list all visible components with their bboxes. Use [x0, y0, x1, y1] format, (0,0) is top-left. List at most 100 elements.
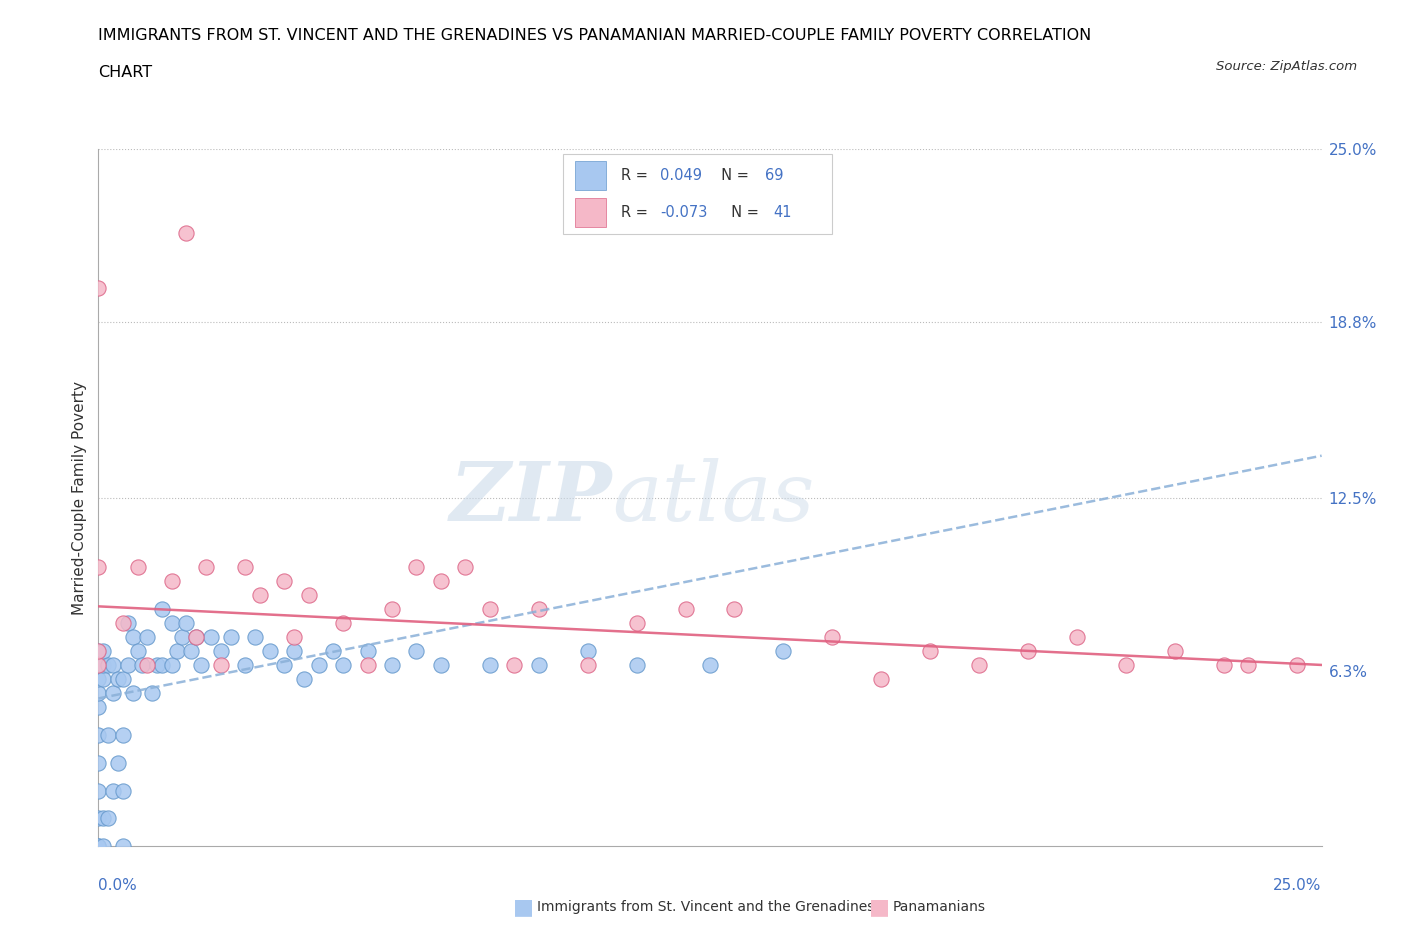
Point [1017, 644, 1039, 658]
Point [430, 658, 453, 672]
Point [170, 630, 193, 644]
Point [87, 671, 110, 686]
Point [527, 602, 550, 617]
Point [87, 699, 110, 714]
Point [91, 839, 114, 854]
Point [405, 644, 427, 658]
Point [675, 602, 697, 617]
Point [87, 811, 110, 826]
Point [332, 616, 354, 631]
Point [101, 783, 124, 798]
Point [117, 616, 139, 631]
Point [160, 658, 183, 672]
Point [292, 671, 315, 686]
Point [176, 225, 198, 240]
Point [91, 644, 114, 658]
Point [101, 658, 124, 672]
Point [870, 671, 893, 686]
Point [101, 685, 124, 700]
Text: ZIP: ZIP [450, 458, 612, 538]
Point [626, 616, 648, 631]
Bar [575, 198, 606, 227]
Point [111, 616, 134, 631]
Text: IMMIGRANTS FROM ST. VINCENT AND THE GRENADINES VS PANAMANIAN MARRIED-COUPLE FAMI: IMMIGRANTS FROM ST. VINCENT AND THE GREN… [98, 28, 1091, 43]
Point [1286, 658, 1309, 672]
Point [576, 644, 599, 658]
Point [233, 560, 256, 575]
Point [527, 658, 550, 672]
Point [430, 574, 453, 589]
Point [111, 839, 134, 854]
Point [131, 658, 153, 672]
Text: 0.0%: 0.0% [98, 878, 138, 893]
Text: atlas: atlas [612, 458, 814, 538]
Text: 69: 69 [765, 167, 783, 183]
Point [87, 685, 110, 700]
Text: N =: N = [713, 167, 754, 183]
Point [111, 727, 134, 742]
Point [121, 630, 143, 644]
Point [699, 658, 721, 672]
Point [322, 644, 344, 658]
Text: R =: R = [620, 167, 652, 183]
Point [478, 658, 501, 672]
Text: ■: ■ [513, 897, 534, 917]
Point [87, 783, 110, 798]
Point [283, 630, 305, 644]
Point [91, 671, 114, 686]
Point [200, 630, 222, 644]
Point [111, 671, 134, 686]
Point [186, 630, 208, 644]
Point [87, 644, 110, 658]
Point [249, 588, 271, 603]
Point [259, 644, 281, 658]
Point [273, 658, 295, 672]
Point [405, 560, 427, 575]
Point [121, 685, 143, 700]
Point [190, 658, 212, 672]
Point [87, 281, 110, 296]
Point [166, 644, 188, 658]
Bar [575, 161, 606, 190]
Point [87, 839, 110, 854]
Point [1066, 630, 1088, 644]
Point [920, 644, 942, 658]
Point [332, 658, 354, 672]
Text: N =: N = [723, 205, 763, 219]
Point [1115, 658, 1137, 672]
Point [87, 658, 110, 672]
Text: R =: R = [620, 205, 652, 219]
Text: CHART: CHART [98, 65, 152, 80]
Point [723, 602, 745, 617]
Point [308, 658, 330, 672]
Point [283, 644, 305, 658]
Point [87, 560, 110, 575]
Point [87, 644, 110, 658]
Point [87, 658, 110, 672]
Point [243, 630, 266, 644]
Text: 41: 41 [773, 205, 792, 219]
Point [136, 658, 159, 672]
Point [1212, 658, 1234, 672]
Text: Panamanians: Panamanians [893, 899, 986, 914]
Text: 25.0%: 25.0% [1274, 878, 1322, 893]
Point [160, 616, 183, 631]
Point [381, 658, 404, 672]
Point [127, 644, 149, 658]
Text: -0.073: -0.073 [659, 205, 707, 219]
Point [141, 685, 163, 700]
Point [381, 602, 404, 617]
Text: 0.049: 0.049 [659, 167, 702, 183]
Point [454, 560, 477, 575]
Point [136, 630, 159, 644]
Point [772, 644, 794, 658]
Point [1164, 644, 1187, 658]
Point [967, 658, 990, 672]
Point [503, 658, 526, 672]
Point [107, 671, 129, 686]
Point [91, 811, 114, 826]
Point [160, 574, 183, 589]
Point [146, 658, 169, 672]
Point [626, 658, 648, 672]
Point [209, 644, 232, 658]
